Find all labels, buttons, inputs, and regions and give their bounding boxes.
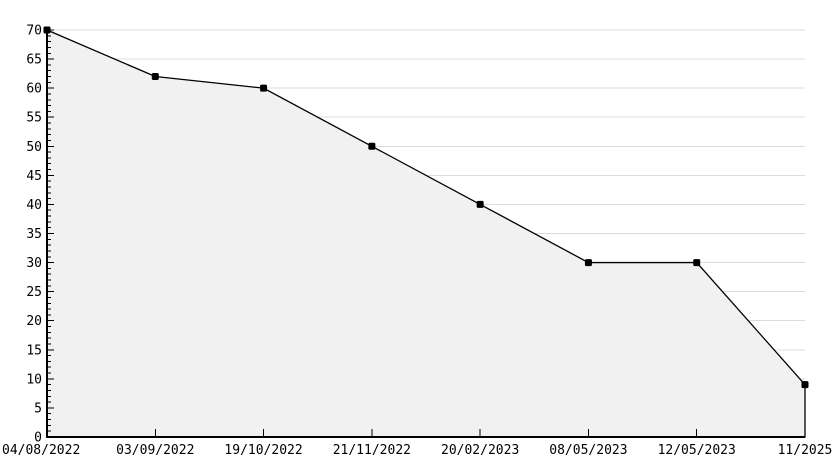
x-tick-label: 08/05/2023 [549,443,627,458]
y-tick-label: 10 [26,372,42,387]
x-tick-label: 12/05/2023 [658,443,736,458]
y-tick-label: 25 [26,285,42,300]
data-point-marker [368,142,376,150]
data-point-marker [476,200,484,208]
y-tick-label: 60 [26,82,42,97]
data-point-marker [801,381,809,389]
y-tick-label: 20 [26,314,42,329]
y-tick-label: 35 [26,227,42,242]
y-tick-label: 40 [26,198,42,213]
x-tick-label: 04/08/2022 [2,443,80,458]
y-tick-label: 30 [26,256,42,271]
y-tick-label: 5 [34,401,42,416]
data-point-marker [43,26,51,34]
data-point-marker [151,73,159,81]
x-tick-label: 21/11/2022 [333,443,411,458]
data-point-marker [260,84,268,92]
y-tick-label: 70 [26,24,42,39]
y-tick-label: 0 [34,431,42,446]
x-tick-label: 19/10/2022 [224,443,302,458]
x-tick-label: 20/02/2023 [441,443,519,458]
data-point-marker [693,259,701,267]
y-tick-label: 50 [26,140,42,155]
data-point-marker [584,259,592,267]
y-tick-label: 65 [26,53,42,68]
x-tick-label: 03/09/2022 [116,443,194,458]
x-tick-label: 11/2025 [778,443,833,458]
y-tick-label: 15 [26,343,42,358]
y-tick-label: 55 [26,111,42,126]
y-tick-label: 45 [26,169,42,184]
